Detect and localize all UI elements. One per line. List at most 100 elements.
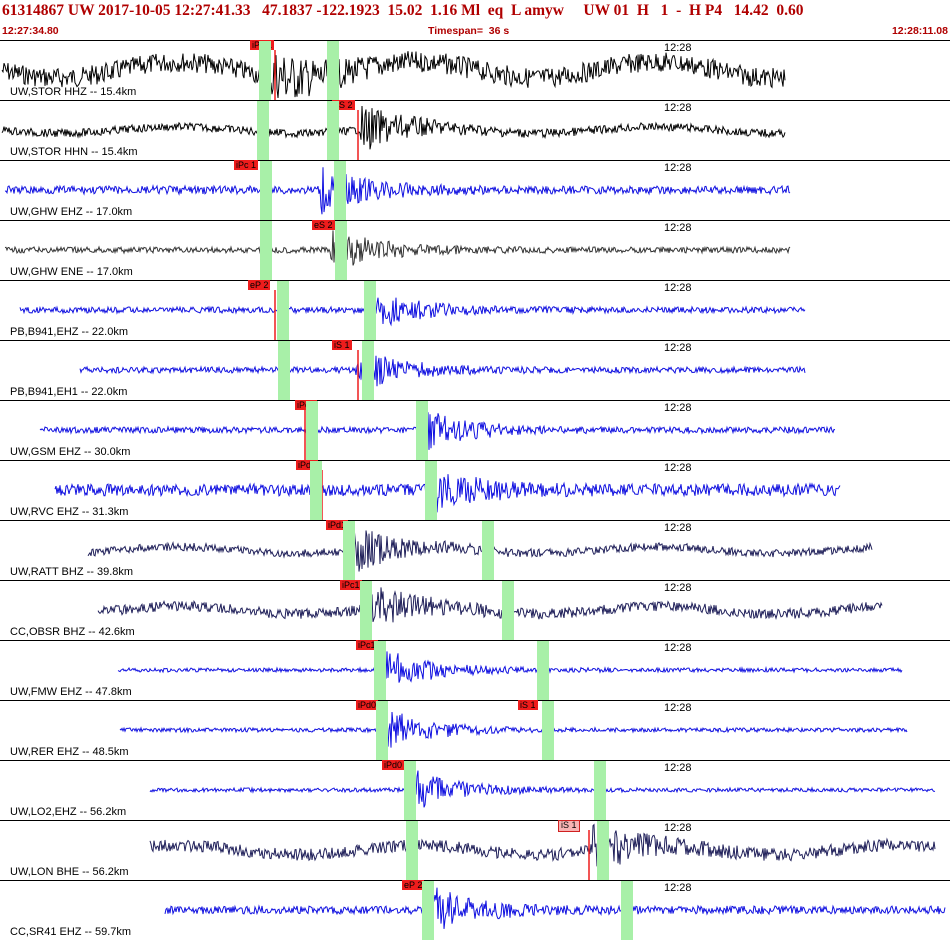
- waveform-trace[interactable]: [0, 40, 950, 100]
- station-label: UW,LON BHE -- 56.2km: [10, 866, 129, 878]
- waveform-path: [149, 769, 936, 808]
- pick-flag[interactable]: eS 2: [332, 100, 355, 110]
- pick-flag[interactable]: eS 2: [312, 220, 335, 230]
- pick-window-highlight: [542, 701, 554, 760]
- panel-separator: [0, 580, 950, 581]
- waveform-trace[interactable]: [0, 700, 950, 760]
- station-label: CC,OBSR BHZ -- 42.6km: [10, 626, 135, 638]
- station-label: PB,B941,EHZ -- 22.0km: [10, 326, 128, 338]
- pick-window-highlight: [327, 41, 339, 100]
- pick-window-highlight: [257, 101, 269, 160]
- waveform-trace[interactable]: [0, 580, 950, 640]
- pick-window-highlight: [425, 461, 437, 520]
- time-tick-label: 12:28: [664, 582, 692, 594]
- station-label: UW,GHW EHZ -- 17.0km: [10, 206, 133, 218]
- pick-flag[interactable]: iPc1: [295, 400, 317, 410]
- pick-window-highlight: [621, 881, 633, 940]
- pick-window-highlight: [404, 761, 416, 820]
- waveform-trace[interactable]: [0, 460, 950, 520]
- waveform-path: [4, 230, 791, 268]
- pick-flag[interactable]: iS 1: [332, 340, 352, 350]
- waveform-path: [97, 587, 883, 623]
- pick-flag[interactable]: eP 2: [402, 880, 425, 890]
- waveform-path: [54, 469, 841, 513]
- station-label: UW,FMW EHZ -- 47.8km: [10, 686, 132, 698]
- pick-window-highlight: [406, 821, 418, 880]
- time-tick-label: 12:28: [664, 162, 692, 174]
- waveform-path: [149, 823, 936, 867]
- pick-window-highlight: [259, 41, 271, 100]
- pick-flag[interactable]: eP 2: [248, 280, 271, 290]
- pick-flag[interactable]: iPd0: [296, 460, 319, 470]
- pick-window-highlight: [278, 341, 290, 400]
- panel-separator: [0, 400, 950, 401]
- waveform-trace[interactable]: [0, 520, 950, 580]
- time-tick-label: 12:28: [664, 402, 692, 414]
- pick-flag[interactable]: iPc1: [356, 640, 378, 650]
- pick-flag[interactable]: iS 1: [558, 820, 580, 832]
- pick-window-highlight: [594, 761, 606, 820]
- pick-window-highlight: [422, 881, 434, 940]
- waveform-path: [39, 412, 836, 451]
- pick-flag[interactable]: iS 1: [518, 700, 538, 710]
- pick-flag[interactable]: iPd0: [356, 700, 379, 710]
- pick-window-highlight: [277, 281, 289, 340]
- waveform-path: [1, 51, 786, 99]
- time-tick-label: 12:28: [664, 42, 692, 54]
- waveform-trace[interactable]: [0, 280, 950, 340]
- time-tick-label: 12:28: [664, 342, 692, 354]
- station-label: UW,STOR HHN -- 15.4km: [10, 146, 138, 158]
- station-label: UW,GHW ENE -- 17.0km: [10, 266, 133, 278]
- waveform-trace[interactable]: [0, 160, 950, 220]
- time-tick-label: 12:28: [664, 762, 692, 774]
- waveform-trace[interactable]: [0, 640, 950, 700]
- time-tick-label: 12:28: [664, 642, 692, 654]
- pick-window-highlight: [260, 161, 272, 220]
- time-tick-label: 12:28: [664, 882, 692, 894]
- panel-separator: [0, 220, 950, 221]
- time-tick-label: 12:28: [664, 702, 692, 714]
- pick-window-highlight: [364, 281, 376, 340]
- station-label: UW,RATT BHZ -- 39.8km: [10, 566, 134, 578]
- station-label: UW,LO2,EHZ -- 56.2km: [10, 806, 127, 818]
- waveform-trace[interactable]: [0, 760, 950, 820]
- pick-window-highlight: [376, 701, 388, 760]
- time-tick-label: 12:28: [664, 822, 692, 834]
- panel-separator: [0, 640, 950, 641]
- pick-flag[interactable]: iPd1: [326, 520, 349, 530]
- panel-separator: [0, 100, 950, 101]
- panel-separator: [0, 700, 950, 701]
- waveform-path: [164, 887, 946, 929]
- time-tick-label: 12:28: [664, 102, 692, 114]
- panel-separator: [0, 880, 950, 881]
- time-tick-label: 12:28: [664, 522, 692, 534]
- waveform-trace[interactable]: [0, 880, 950, 940]
- waveform-trace[interactable]: [0, 400, 950, 460]
- panel-separator: [0, 160, 950, 161]
- pick-window-highlight: [335, 221, 347, 280]
- time-tick-label: 12:28: [664, 462, 692, 474]
- pick-window-highlight: [416, 401, 428, 460]
- time-tick-label: 12:28: [664, 222, 692, 234]
- panel-separator: [0, 340, 950, 341]
- pick-window-highlight: [334, 161, 346, 220]
- pick-flag[interactable]: iPd0: [382, 760, 405, 770]
- waveform-path: [4, 167, 791, 215]
- timespan-label: Timespan= 36 s: [428, 25, 510, 37]
- pick-flag[interactable]: iPc1: [340, 580, 362, 590]
- panel-separator: [0, 460, 950, 461]
- waveform-trace[interactable]: [0, 820, 950, 880]
- waveform-path: [79, 354, 806, 387]
- pick-flag[interactable]: iPc 1: [234, 160, 259, 170]
- pick-window-highlight: [327, 101, 339, 160]
- panel-separator: [0, 520, 950, 521]
- station-label: UW,RER EHZ -- 48.5km: [10, 746, 129, 758]
- waveform-trace[interactable]: [0, 340, 950, 400]
- waveform-path: [1, 105, 786, 150]
- waveform-trace[interactable]: [0, 100, 950, 160]
- pick-window-highlight: [502, 581, 514, 640]
- end-time: 12:28:11.08: [891, 25, 948, 37]
- waveform-trace[interactable]: [0, 220, 950, 280]
- pick-window-highlight: [537, 641, 549, 700]
